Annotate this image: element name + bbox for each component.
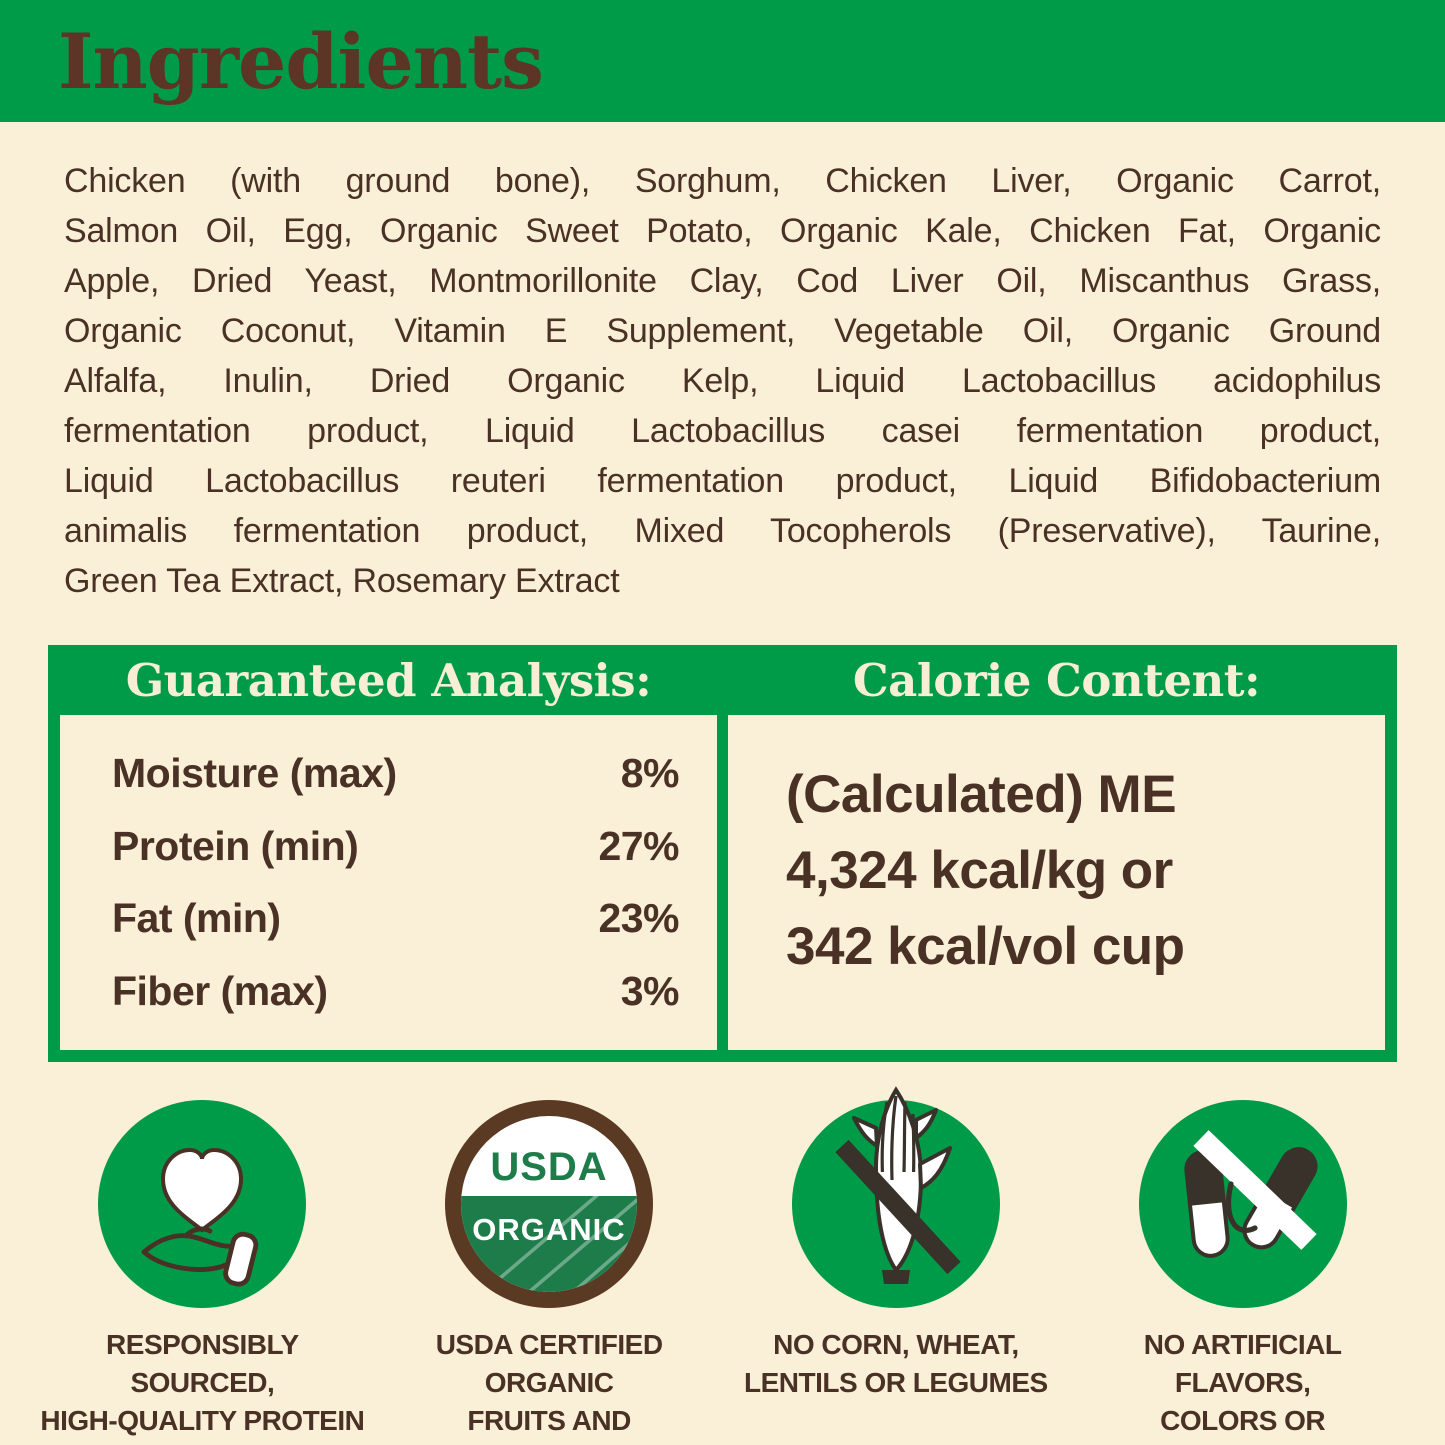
ingredients-line: animalis fermentation product, Mixed Toc… [64, 512, 1381, 550]
badge-caption: RESPONSIBLY SOURCED, HIGH-QUALITY PROTEI… [40, 1329, 365, 1436]
ingredients-line: fermentation product, Liquid Lactobacill… [64, 412, 1381, 450]
analysis-row: Fat (min) 23% [112, 895, 679, 942]
heart-in-hand-icon [98, 1100, 307, 1308]
calorie-text: (Calculated) ME 4,324 kcal/kg or 342 kca… [728, 715, 1385, 985]
ingredients-line: Green Tea Extract, Rosemary Extract [64, 562, 620, 600]
badge-caption: USDA CERTIFIED ORGANIC FRUITS AND VEGETA… [435, 1329, 663, 1445]
no-corn-icon [791, 1086, 1000, 1308]
usda-seal-top-text: USDA [490, 1145, 607, 1189]
badge-caption: NO ARTIFICIAL FLAVORS, COLORS OR PRESERV… [1131, 1329, 1355, 1445]
ingredients-line: Alfalfa, Inulin, Dried Organic Kelp, Liq… [64, 362, 1381, 400]
calorie-text-line: 4,324 kcal/kg or [786, 841, 1173, 900]
calorie-content-body: (Calculated) ME 4,324 kcal/kg or 342 kca… [728, 715, 1385, 1050]
badge-caption: NO CORN, WHEAT, LENTILS OR LEGUMES [744, 1329, 1048, 1398]
ingredients-line: Salmon Oil, Egg, Organic Sweet Potato, O… [64, 212, 1381, 250]
title-bar: Ingredients [0, 0, 1445, 122]
ingredients-line: Chicken (with ground bone), Sorghum, Chi… [64, 162, 1381, 200]
usda-seal-bottom-text: ORGANIC [472, 1212, 625, 1247]
ingredients-paragraph: Chicken (with ground bone), Sorghum, Chi… [64, 156, 1381, 606]
analysis-value: 8% [620, 750, 680, 797]
analysis-label: Fiber (max) [112, 967, 328, 1014]
ingredients-line: Apple, Dried Yeast, Montmorillonite Clay… [64, 262, 1381, 300]
page-title: Ingredients [58, 16, 544, 106]
calorie-content-panel: Calorie Content: (Calculated) ME 4,324 k… [728, 645, 1385, 1050]
ingredients-line: Liquid Lactobacillus reuteri fermentatio… [64, 462, 1381, 500]
guaranteed-analysis-panel: Guaranteed Analysis: Moisture (max) 8% P… [60, 645, 717, 1050]
analysis-value: 23% [598, 895, 679, 942]
analysis-label: Moisture (max) [112, 750, 397, 797]
analysis-value: 27% [598, 822, 679, 869]
guaranteed-analysis-body: Moisture (max) 8% Protein (min) 27% Fat … [60, 715, 717, 1050]
calorie-content-title: Calorie Content: [852, 653, 1261, 707]
analysis-row: Protein (min) 27% [112, 823, 679, 870]
analysis-value: 3% [620, 967, 680, 1014]
analysis-table: Moisture (max) 8% Protein (min) 27% Fat … [60, 715, 717, 1050]
badge-no-corn: NO CORN, WHEAT, LENTILS OR LEGUMES [728, 1084, 1065, 1445]
calorie-text-line: 342 kcal/vol cup [786, 917, 1185, 976]
ingredients-line: Organic Coconut, Vitamin E Supplement, V… [64, 312, 1381, 350]
analysis-calorie-box: Guaranteed Analysis: Moisture (max) 8% P… [48, 645, 1397, 1062]
analysis-label: Protein (min) [112, 822, 359, 869]
badge-usda-organic: USDA ORGANIC USDA CERTIFIED ORGANIC FRUI… [381, 1084, 718, 1445]
usda-organic-seal: USDA ORGANIC [445, 1100, 654, 1308]
analysis-label: Fat (min) [112, 895, 281, 942]
analysis-row: Moisture (max) 8% [112, 750, 680, 797]
badge-responsibly-sourced: RESPONSIBLY SOURCED, HIGH-QUALITY PROTEI… [34, 1084, 371, 1445]
calorie-text-line: (Calculated) ME [786, 765, 1177, 824]
guaranteed-analysis-title: Guaranteed Analysis: [125, 653, 652, 707]
badge-no-artificial: NO ARTIFICIAL FLAVORS, COLORS OR PRESERV… [1074, 1084, 1411, 1445]
no-pills-icon [1138, 1100, 1347, 1308]
analysis-row: Fiber (max) 3% [112, 967, 680, 1015]
feature-badges: RESPONSIBLY SOURCED, HIGH-QUALITY PROTEI… [0, 1084, 1445, 1445]
